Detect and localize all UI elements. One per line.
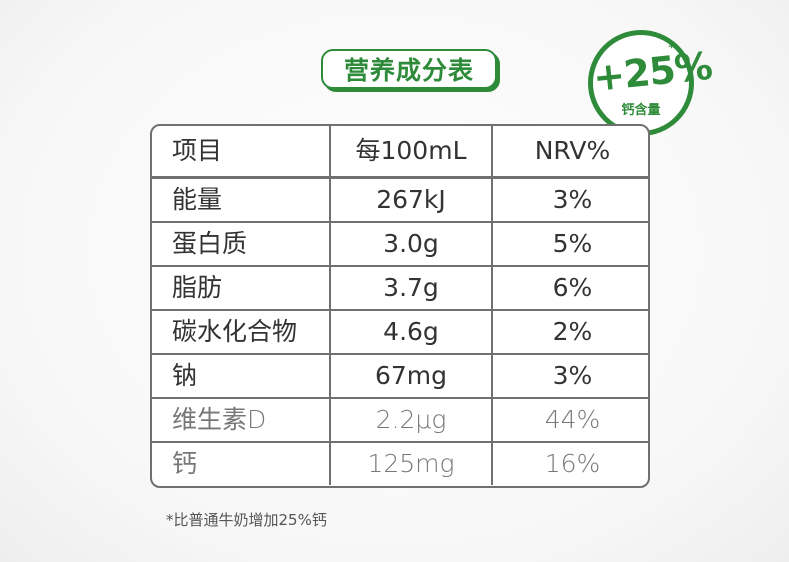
- row-nrv: 5%: [492, 222, 648, 267]
- row-per100ml: 2.2μg: [330, 398, 493, 443]
- table-row: 钙 125mg 16%: [152, 442, 648, 485]
- title-badge: 营养成分表: [321, 49, 497, 89]
- calcium-seal: * +25% 钙含量: [588, 30, 714, 136]
- row-item: 脂肪: [152, 266, 331, 311]
- row-per100ml: 67mg: [330, 354, 493, 399]
- row-per100ml: 4.6g: [330, 310, 493, 355]
- row-item: 钙: [152, 442, 331, 485]
- row-nrv: 44%: [492, 398, 648, 443]
- seal-asterisk: *: [668, 41, 675, 56]
- table-row: 蛋白质 3.0g 5%: [152, 222, 648, 267]
- seal-value: +25%: [590, 43, 714, 100]
- row-nrv: 2%: [492, 310, 648, 355]
- row-item: 能量: [152, 177, 331, 223]
- row-item: 碳水化合物: [152, 310, 331, 355]
- table-row: 碳水化合物 4.6g 2%: [152, 310, 648, 355]
- footnote: *比普通牛奶增加25%钙: [166, 511, 327, 529]
- header-per100ml: 每100mL: [330, 126, 493, 179]
- row-per100ml: 125mg: [330, 442, 493, 485]
- table-header-row: 项目 每100mL NRV%: [152, 126, 648, 179]
- table-row: 维生素D 2.2μg 44%: [152, 398, 648, 443]
- header-nrv: NRV%: [492, 126, 648, 179]
- row-item: 蛋白质: [152, 222, 331, 267]
- row-nrv: 3%: [492, 177, 648, 223]
- row-nrv: 16%: [544, 449, 601, 478]
- table-row: 钠 67mg 3%: [152, 354, 648, 399]
- table-row: 能量 267kJ 3%: [152, 177, 648, 223]
- nutrition-table-frame: 项目 每100mL NRV% 能量 267kJ 3% 蛋白质 3.0g 5% 脂…: [150, 124, 650, 488]
- seal-label: 钙含量: [621, 103, 661, 118]
- row-per100ml: 3.7g: [330, 266, 493, 311]
- row-per100ml: 267kJ: [330, 177, 493, 223]
- table-row: 脂肪 3.7g 6%: [152, 266, 648, 311]
- row-nrv: 6%: [492, 266, 648, 311]
- row-nrv: 3%: [492, 354, 648, 399]
- row-item: 维生素D: [152, 398, 331, 443]
- nutrition-table: 项目 每100mL NRV% 能量 267kJ 3% 蛋白质 3.0g 5% 脂…: [152, 126, 648, 485]
- page-title: 营养成分表: [343, 56, 474, 85]
- row-per100ml: 3.0g: [330, 222, 493, 267]
- header-item: 项目: [152, 126, 331, 179]
- row-item: 钠: [152, 354, 331, 399]
